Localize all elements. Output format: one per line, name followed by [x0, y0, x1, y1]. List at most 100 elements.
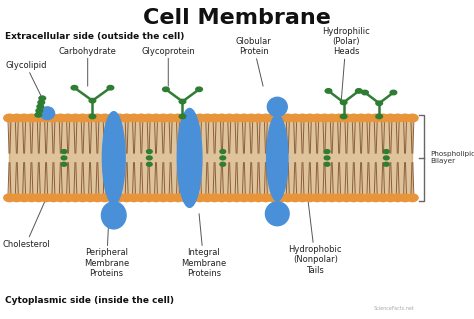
Circle shape	[220, 156, 226, 160]
Text: Hydrophilic
(Polar)
Heads: Hydrophilic (Polar) Heads	[322, 26, 370, 100]
Circle shape	[238, 194, 250, 202]
Circle shape	[150, 114, 162, 122]
Circle shape	[187, 114, 198, 122]
Circle shape	[340, 114, 347, 119]
Circle shape	[77, 114, 89, 122]
Circle shape	[319, 194, 330, 202]
Circle shape	[107, 85, 114, 90]
Circle shape	[290, 194, 301, 202]
Circle shape	[48, 194, 59, 202]
Circle shape	[282, 114, 293, 122]
Circle shape	[70, 194, 81, 202]
Text: Glycoprotein: Glycoprotein	[141, 47, 195, 86]
Circle shape	[326, 194, 337, 202]
Circle shape	[84, 114, 96, 122]
Circle shape	[89, 98, 96, 103]
Ellipse shape	[177, 108, 202, 207]
Circle shape	[275, 194, 286, 202]
Circle shape	[370, 194, 382, 202]
Text: Hydrophobic
(Nonpolar)
Tails: Hydrophobic (Nonpolar) Tails	[289, 201, 342, 275]
Circle shape	[194, 194, 206, 202]
Circle shape	[136, 194, 147, 202]
Circle shape	[311, 194, 323, 202]
Circle shape	[70, 114, 81, 122]
Circle shape	[146, 150, 152, 153]
Circle shape	[319, 114, 330, 122]
Circle shape	[324, 162, 330, 166]
Circle shape	[61, 150, 67, 153]
Text: Cholesterol: Cholesterol	[2, 201, 50, 249]
Circle shape	[180, 114, 191, 122]
Circle shape	[253, 194, 264, 202]
Circle shape	[260, 194, 272, 202]
Circle shape	[33, 194, 45, 202]
Circle shape	[383, 156, 389, 160]
Circle shape	[128, 194, 140, 202]
Ellipse shape	[266, 115, 288, 201]
Circle shape	[40, 114, 52, 122]
Circle shape	[143, 114, 155, 122]
Circle shape	[63, 114, 74, 122]
Circle shape	[201, 114, 213, 122]
Circle shape	[196, 87, 202, 92]
Circle shape	[407, 114, 418, 122]
Circle shape	[253, 114, 264, 122]
Circle shape	[11, 194, 22, 202]
Circle shape	[71, 85, 78, 90]
Circle shape	[114, 194, 125, 202]
Circle shape	[136, 114, 147, 122]
Circle shape	[55, 114, 66, 122]
Circle shape	[121, 114, 132, 122]
Circle shape	[18, 194, 30, 202]
Circle shape	[146, 162, 152, 166]
Circle shape	[324, 150, 330, 153]
Circle shape	[356, 194, 367, 202]
Text: ScienceFacts.net: ScienceFacts.net	[374, 306, 415, 311]
Circle shape	[18, 114, 30, 122]
Circle shape	[407, 194, 418, 202]
Circle shape	[275, 114, 286, 122]
Circle shape	[158, 194, 169, 202]
Circle shape	[356, 89, 362, 93]
Circle shape	[216, 194, 228, 202]
Circle shape	[48, 114, 59, 122]
Text: Phospholipid
Bilayer: Phospholipid Bilayer	[430, 152, 474, 164]
Text: Globular
Protein: Globular Protein	[236, 37, 272, 86]
Circle shape	[91, 194, 103, 202]
Circle shape	[304, 114, 316, 122]
Circle shape	[376, 101, 383, 106]
Text: Glycolipid: Glycolipid	[5, 61, 47, 97]
Ellipse shape	[265, 202, 289, 226]
Circle shape	[201, 194, 213, 202]
Circle shape	[246, 194, 257, 202]
Circle shape	[231, 114, 242, 122]
Circle shape	[165, 194, 176, 202]
Circle shape	[220, 162, 226, 166]
Circle shape	[224, 114, 235, 122]
Ellipse shape	[101, 202, 126, 229]
Circle shape	[179, 114, 186, 119]
Circle shape	[297, 194, 308, 202]
Circle shape	[383, 162, 389, 166]
Circle shape	[333, 114, 345, 122]
Circle shape	[267, 194, 279, 202]
Circle shape	[311, 114, 323, 122]
Circle shape	[392, 194, 403, 202]
Circle shape	[37, 104, 44, 109]
Circle shape	[114, 114, 125, 122]
Circle shape	[33, 114, 45, 122]
Circle shape	[383, 150, 389, 153]
Text: Carbohydrate: Carbohydrate	[59, 47, 117, 86]
Circle shape	[325, 89, 332, 93]
Circle shape	[377, 194, 389, 202]
Circle shape	[26, 194, 37, 202]
Circle shape	[128, 114, 140, 122]
Circle shape	[333, 194, 345, 202]
Circle shape	[61, 162, 67, 166]
Circle shape	[216, 114, 228, 122]
Circle shape	[77, 194, 89, 202]
Circle shape	[238, 114, 250, 122]
Circle shape	[348, 114, 359, 122]
Circle shape	[297, 114, 308, 122]
Circle shape	[340, 100, 347, 105]
